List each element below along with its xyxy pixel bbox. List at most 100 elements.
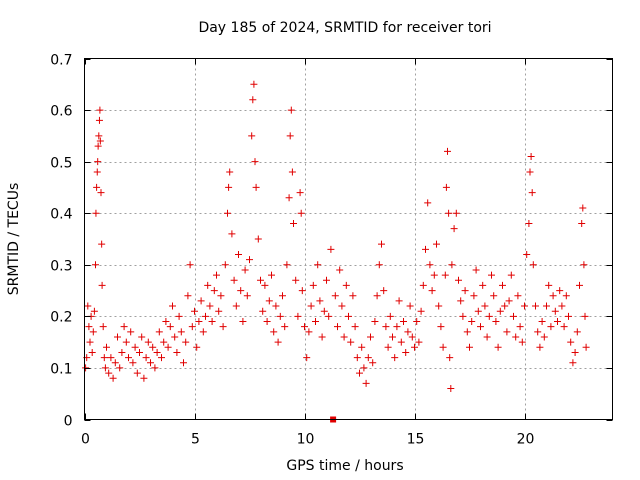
data-point: [246, 256, 253, 264]
data-point: [347, 338, 355, 346]
data-point: [441, 271, 449, 279]
data-point: [444, 147, 451, 155]
data-point: [219, 323, 227, 331]
data-point: [237, 287, 245, 295]
data-point: [199, 328, 207, 336]
data-point: [554, 318, 561, 326]
data-point: [430, 271, 438, 279]
y-tick-label: 0.3: [50, 259, 72, 275]
data-point: [375, 261, 383, 269]
data-point: [446, 354, 454, 362]
data-point: [371, 318, 379, 326]
data-point: [285, 194, 293, 202]
data-point: [499, 281, 506, 289]
data-point: [378, 240, 385, 248]
data-point: [294, 312, 302, 320]
data-point: [281, 323, 289, 331]
data-point: [301, 323, 308, 331]
y-tick-label: 0.1: [50, 362, 72, 378]
data-point: [224, 209, 231, 217]
data-point: [93, 183, 101, 191]
data-point: [389, 333, 396, 341]
data-point: [186, 261, 194, 269]
data-point: [252, 183, 260, 191]
grid-lines: [84, 58, 613, 420]
data-point: [510, 312, 517, 320]
data-point: [549, 292, 557, 300]
data-point: [445, 209, 453, 217]
data-point: [105, 369, 113, 377]
data-point: [276, 312, 284, 320]
data-point: [518, 338, 526, 346]
data-point: [182, 338, 190, 346]
data-point: [547, 323, 555, 331]
y-tick-label: 0.5: [50, 156, 72, 172]
data-point: [98, 240, 106, 248]
data-point: [481, 302, 489, 310]
data-point: [164, 343, 172, 351]
data-point: [286, 132, 294, 140]
data-point: [360, 364, 368, 372]
data-point: [382, 323, 390, 331]
data-point: [120, 323, 128, 331]
data-point: [455, 276, 462, 284]
data-point: [488, 271, 495, 279]
data-point: [193, 343, 201, 351]
data-point: [426, 261, 434, 269]
data-point: [202, 312, 209, 320]
data-point: [526, 168, 534, 176]
data-point: [514, 292, 522, 300]
data-point: [133, 369, 141, 377]
data-point: [356, 369, 363, 377]
data-point: [144, 338, 152, 346]
data-point: [263, 318, 271, 326]
data-point: [472, 266, 480, 274]
data-point: [351, 323, 359, 331]
data-point: [166, 323, 174, 331]
data-point: [483, 333, 491, 341]
data-point: [538, 318, 546, 326]
data-point: [268, 271, 275, 279]
data-point: [384, 343, 392, 351]
data-point: [94, 158, 102, 166]
data-point: [292, 276, 300, 284]
data-point: [96, 137, 104, 145]
data-point: [485, 312, 493, 320]
data-point: [180, 359, 187, 367]
data-point: [358, 343, 366, 351]
data-point: [93, 168, 101, 176]
data-point: [316, 297, 324, 305]
y-tick-label: 0.7: [50, 53, 72, 69]
x-axis-ticks: 0 5 10 15 20: [81, 58, 535, 448]
data-point: [536, 343, 544, 351]
data-point: [85, 323, 93, 331]
data-point: [84, 302, 92, 310]
data-point: [100, 354, 108, 362]
data-point: [217, 292, 225, 300]
data-point: [272, 302, 280, 310]
data-point: [320, 307, 328, 315]
data-point: [380, 287, 388, 295]
data-point: [118, 348, 126, 356]
data-point: [532, 302, 539, 310]
data-point: [551, 307, 559, 315]
data-point: [439, 343, 447, 351]
data-point: [99, 323, 107, 331]
data-point: [369, 359, 377, 367]
data-point: [131, 343, 139, 351]
data-point: [287, 106, 295, 114]
data-point: [109, 374, 117, 382]
data-point: [125, 354, 132, 362]
data-point: [402, 348, 410, 356]
data-point: [173, 348, 181, 356]
data-point: [579, 204, 587, 212]
x-tick-label: 20: [517, 432, 535, 448]
data-point: [540, 333, 548, 341]
data-point: [466, 343, 473, 351]
data-point: [327, 245, 335, 253]
data-point: [111, 359, 119, 367]
data-point: [413, 318, 421, 326]
data-point: [249, 96, 257, 104]
data-point: [408, 333, 416, 341]
